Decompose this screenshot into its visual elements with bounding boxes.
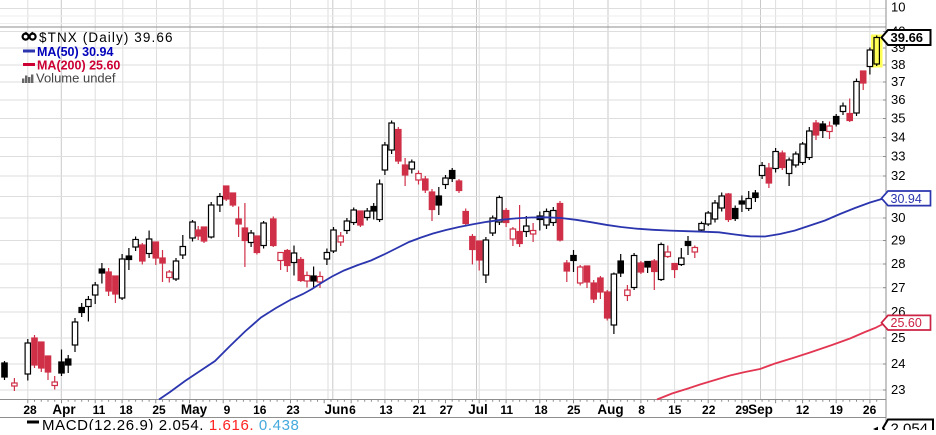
svg-text:8: 8 <box>638 403 645 417</box>
svg-text:22: 22 <box>702 403 716 417</box>
svg-text:$TNX (Daily) 39.66: $TNX (Daily) 39.66 <box>39 30 174 45</box>
svg-text:35: 35 <box>891 111 905 126</box>
svg-text:11: 11 <box>93 403 106 417</box>
svg-text:18: 18 <box>534 403 548 417</box>
svg-text:23: 23 <box>286 403 300 417</box>
svg-text:30: 30 <box>891 210 905 225</box>
svg-text:19: 19 <box>830 403 844 417</box>
svg-text:25: 25 <box>891 330 905 345</box>
svg-text:21: 21 <box>413 403 427 417</box>
svg-text:32: 32 <box>891 168 905 183</box>
svg-text:30.94: 30.94 <box>891 192 922 206</box>
svg-text:Apr: Apr <box>52 402 76 417</box>
svg-text:25.60: 25.60 <box>891 316 922 330</box>
svg-text:Sep: Sep <box>748 402 773 417</box>
svg-text:May: May <box>181 402 208 417</box>
svg-text:27: 27 <box>891 280 905 295</box>
svg-text:24: 24 <box>891 356 905 371</box>
svg-text:MA(200) 25.60: MA(200) 25.60 <box>37 59 120 73</box>
svg-text:34: 34 <box>891 130 905 145</box>
svg-text:28: 28 <box>23 403 37 417</box>
svg-text:6: 6 <box>349 403 356 417</box>
svg-text:36: 36 <box>891 92 905 107</box>
svg-text:29: 29 <box>891 233 905 248</box>
svg-text:25: 25 <box>567 403 581 417</box>
svg-text:27: 27 <box>440 403 454 417</box>
svg-text:37: 37 <box>891 74 905 89</box>
svg-text:28: 28 <box>891 256 905 271</box>
svg-text:25: 25 <box>152 403 166 417</box>
svg-text:33: 33 <box>891 149 905 164</box>
svg-text:15: 15 <box>668 403 682 417</box>
svg-text:Volume undef: Volume undef <box>36 71 116 86</box>
svg-text:23: 23 <box>891 382 905 397</box>
svg-text:39.66: 39.66 <box>891 30 924 45</box>
svg-text:MACD(12,26,9) 2.054, 1.616, 0.: MACD(12,26,9) 2.054, 1.616, 0.438 <box>42 417 299 430</box>
svg-text:2.054: 2.054 <box>891 420 929 430</box>
svg-text:Jul: Jul <box>468 402 488 417</box>
svg-text:18: 18 <box>119 403 133 417</box>
svg-text:29: 29 <box>735 403 749 417</box>
svg-text:26: 26 <box>863 403 877 417</box>
svg-text:13: 13 <box>379 403 393 417</box>
svg-text:Jun: Jun <box>324 402 348 417</box>
svg-text:10: 10 <box>891 0 905 15</box>
svg-text:9: 9 <box>224 403 231 417</box>
svg-text:16: 16 <box>253 403 267 417</box>
svg-text:Aug: Aug <box>597 402 623 417</box>
svg-text:38: 38 <box>891 57 905 72</box>
svg-text:11: 11 <box>500 403 513 417</box>
svg-text:12: 12 <box>796 403 810 417</box>
svg-text:MA(50) 30.94: MA(50) 30.94 <box>37 45 113 59</box>
